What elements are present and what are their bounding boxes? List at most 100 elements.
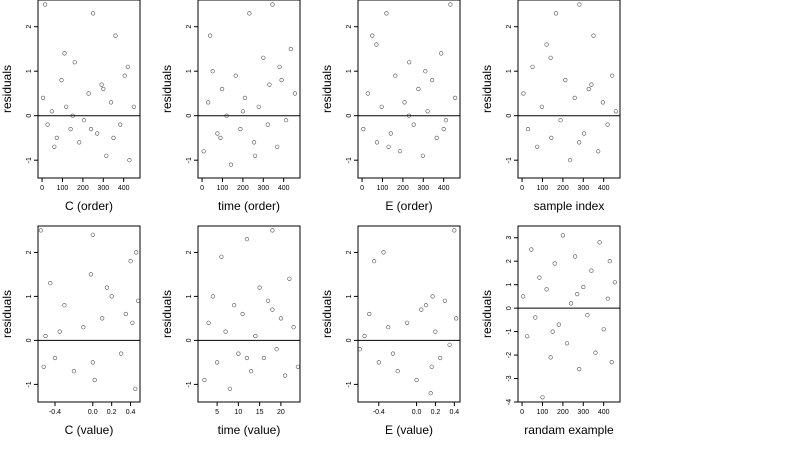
data-point bbox=[577, 367, 582, 372]
data-point bbox=[605, 122, 610, 127]
data-point bbox=[261, 55, 266, 60]
y-tick-label: 2 bbox=[346, 25, 353, 29]
data-point bbox=[64, 104, 69, 109]
data-point bbox=[52, 144, 57, 149]
x-tick-label: -0.4 bbox=[49, 409, 61, 416]
data-point bbox=[447, 342, 452, 347]
data-point bbox=[438, 355, 443, 361]
data-point bbox=[560, 233, 566, 238]
data-point bbox=[453, 95, 458, 100]
x-tick-label: 400 bbox=[278, 185, 290, 192]
y-tick-label: 2 bbox=[506, 259, 513, 263]
data-point bbox=[88, 127, 94, 132]
x-tick-label: 0.2 bbox=[431, 409, 441, 416]
x-tick-label: 400 bbox=[598, 409, 610, 416]
data-point bbox=[362, 333, 367, 339]
y-tick-label: 2 bbox=[186, 25, 193, 29]
data-point bbox=[223, 329, 228, 334]
data-point bbox=[563, 77, 568, 83]
data-point bbox=[386, 144, 391, 149]
data-point bbox=[441, 127, 446, 132]
data-point bbox=[42, 2, 48, 7]
data-point bbox=[201, 149, 206, 154]
x-axis-title: time (order) bbox=[218, 199, 280, 213]
x-tick-label: 0.0 bbox=[412, 409, 422, 416]
data-point bbox=[43, 333, 48, 339]
data-point bbox=[238, 127, 243, 132]
data-point bbox=[253, 153, 258, 158]
data-point bbox=[572, 254, 578, 259]
data-point bbox=[549, 135, 554, 140]
data-point bbox=[544, 42, 549, 47]
y-tick-label: 0 bbox=[506, 114, 513, 118]
data-point bbox=[244, 237, 249, 242]
data-point bbox=[428, 391, 433, 396]
data-point bbox=[552, 261, 557, 266]
y-tick-label: 2 bbox=[186, 250, 193, 254]
data-point bbox=[122, 73, 127, 78]
x-tick-label: 400 bbox=[438, 185, 450, 192]
y-tick-label: -4 bbox=[506, 399, 513, 405]
data-point bbox=[227, 386, 232, 391]
y-tick-label: 0 bbox=[26, 114, 33, 118]
data-point bbox=[134, 250, 139, 255]
data-point bbox=[589, 82, 594, 87]
data-point bbox=[252, 140, 257, 145]
data-point bbox=[123, 311, 128, 317]
data-point bbox=[589, 268, 594, 273]
x-axis-title: randam example bbox=[524, 423, 614, 437]
y-tick-label: 1 bbox=[186, 69, 193, 73]
data-point bbox=[550, 329, 555, 334]
data-point bbox=[581, 131, 587, 136]
data-point bbox=[548, 355, 553, 360]
data-point bbox=[57, 329, 62, 334]
x-axis-title: time (value) bbox=[218, 423, 281, 437]
data-point bbox=[118, 351, 124, 356]
data-point bbox=[384, 11, 389, 16]
data-point bbox=[601, 327, 606, 332]
y-axis-title: residuals bbox=[320, 290, 334, 338]
data-point bbox=[577, 140, 582, 145]
data-point bbox=[104, 153, 109, 158]
y-tick-label: 0 bbox=[186, 114, 193, 118]
data-point bbox=[232, 303, 237, 308]
data-point bbox=[367, 311, 372, 317]
plot-frame bbox=[197, 225, 301, 403]
data-point bbox=[540, 395, 545, 400]
data-point bbox=[530, 64, 535, 69]
y-tick-label: 1 bbox=[346, 294, 353, 298]
y-tick-label: 1 bbox=[506, 283, 513, 287]
data-point bbox=[77, 140, 82, 145]
data-point bbox=[430, 77, 435, 83]
x-tick-label: 300 bbox=[97, 185, 109, 192]
x-axis-title: E (order) bbox=[385, 199, 432, 213]
y-tick-label: 0 bbox=[346, 338, 353, 342]
data-point bbox=[99, 82, 104, 87]
data-point bbox=[236, 351, 241, 356]
data-point bbox=[278, 316, 284, 321]
data-point bbox=[535, 144, 540, 149]
data-point bbox=[261, 355, 267, 361]
y-tick-label: 2 bbox=[26, 250, 33, 254]
data-point bbox=[443, 118, 449, 123]
data-point bbox=[90, 11, 96, 16]
data-point bbox=[40, 95, 46, 100]
data-point bbox=[45, 122, 50, 127]
plot-frame bbox=[197, 0, 301, 179]
data-point bbox=[208, 33, 213, 38]
data-point bbox=[395, 369, 400, 374]
data-point bbox=[419, 307, 424, 312]
x-tick-label: 300 bbox=[577, 409, 589, 416]
x-tick-label: 0.2 bbox=[107, 409, 117, 416]
data-point bbox=[125, 64, 130, 69]
data-point bbox=[556, 322, 561, 327]
panel-1: 0 100 200 300 400 -1 0 1 2 C (order) residuals bbox=[0, 0, 141, 213]
y-tick-label: -3 bbox=[506, 375, 513, 381]
data-point bbox=[277, 64, 282, 69]
y-axis-title: residuals bbox=[160, 65, 174, 113]
y-tick-label: -1 bbox=[186, 381, 193, 387]
plot-frame bbox=[517, 225, 621, 403]
data-point bbox=[372, 259, 377, 264]
data-point bbox=[257, 285, 262, 290]
